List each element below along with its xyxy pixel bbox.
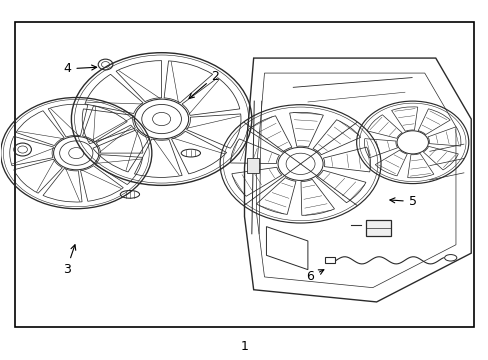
Bar <box>15 22 473 327</box>
Text: 3: 3 <box>62 245 76 276</box>
Text: 4: 4 <box>63 62 97 75</box>
Text: 1: 1 <box>240 340 248 353</box>
Text: 6: 6 <box>306 270 323 283</box>
Bar <box>246 158 259 173</box>
Text: 5: 5 <box>389 195 416 208</box>
Bar <box>365 220 390 237</box>
Text: 2: 2 <box>189 69 219 99</box>
